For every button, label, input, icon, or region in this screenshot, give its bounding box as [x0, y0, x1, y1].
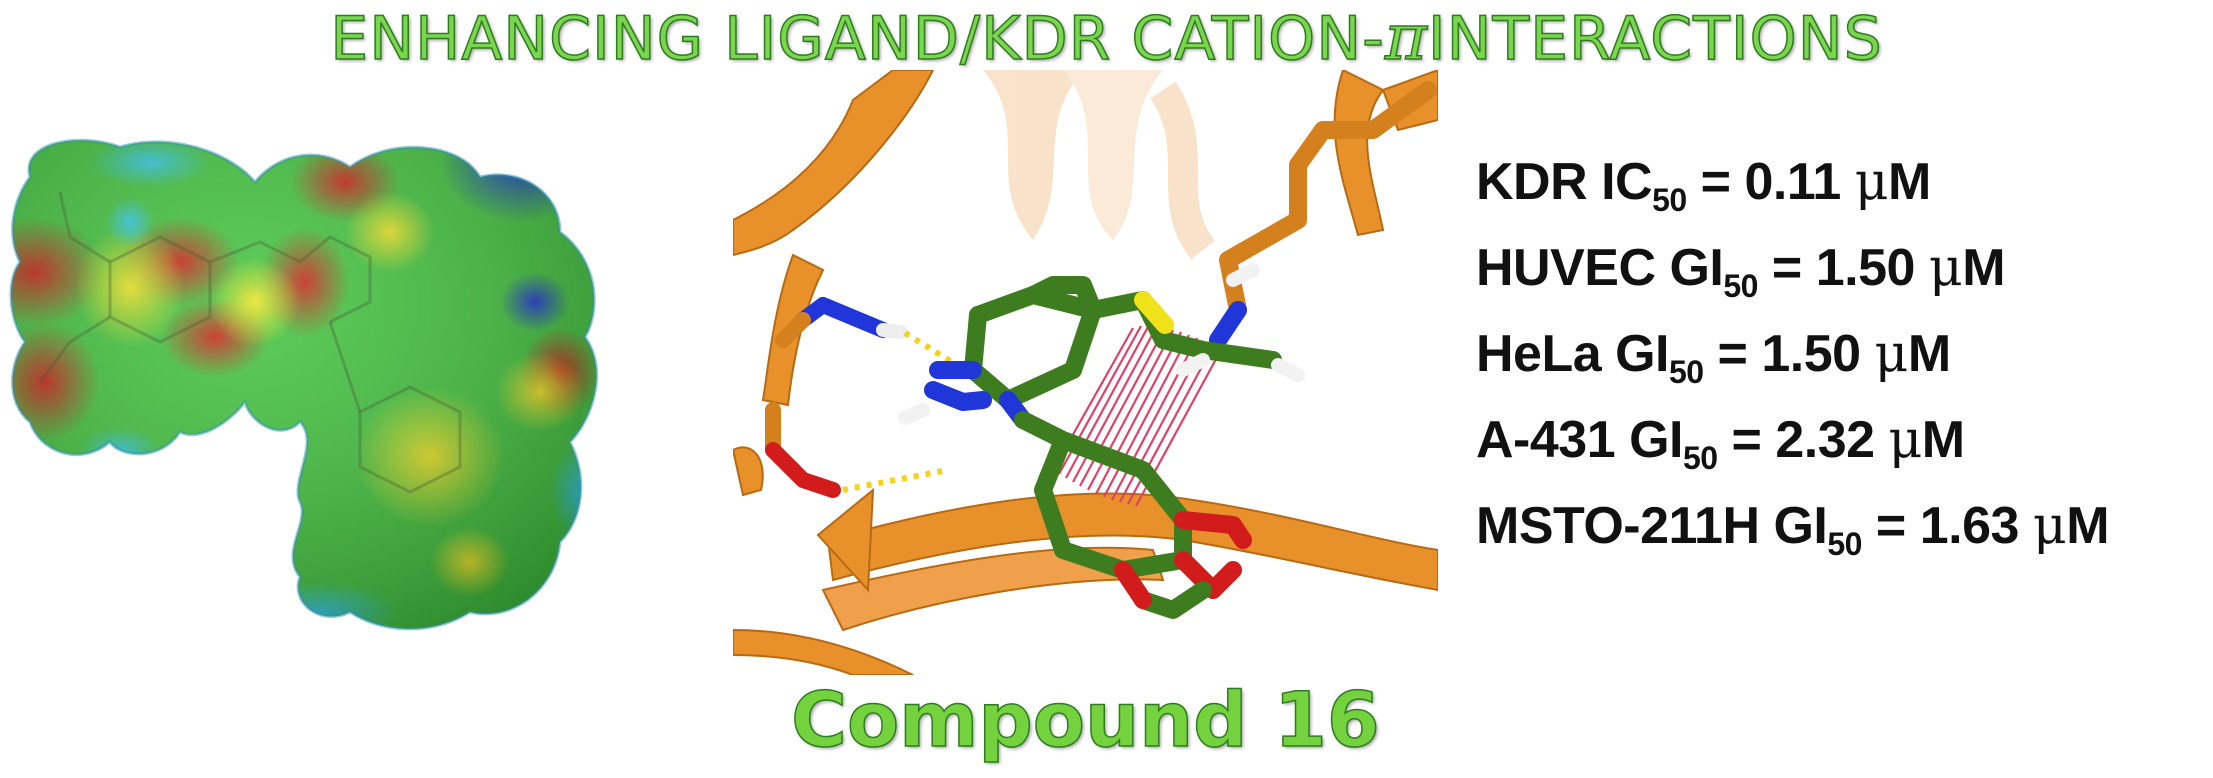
background-helices [983, 70, 1216, 260]
hydrogen-atoms [898, 263, 1305, 425]
title-main: ENHANCING LIGAND/KDR CATION- [330, 3, 1385, 75]
title-pi-symbol: π [1384, 1, 1428, 75]
title-tail: INTERACTIONS [1427, 3, 1883, 75]
left-residue-sticks [765, 297, 908, 498]
activity-kdr-ic50: KDR IC50 = 0.11 μM [1476, 152, 1931, 218]
activity-values: KDR IC50 = 0.11 μM HUVEC GI50 = 1.50 μM … [1476, 150, 2211, 580]
lysine-side-chain [1209, 81, 1437, 349]
esp-coloring [10, 140, 597, 629]
activity-huvec-gi50: HUVEC GI50 = 1.50 μM [1476, 238, 2006, 304]
esp-surface-panel [9, 138, 599, 631]
kdr-binding-pocket-panel [733, 70, 1438, 675]
compound-label: Compound 16 [790, 674, 1380, 765]
activity-msto211h-gi50: MSTO-211H GI50 = 1.63 μM [1476, 496, 2110, 562]
figure-title: ENHANCING LIGAND/KDR CATION-πINTERACTION… [0, 1, 2213, 75]
ligand-sticks [924, 276, 1282, 619]
activity-a431-gi50: A-431 GI50 = 2.32 μM [1476, 410, 1965, 476]
activity-hela-gi50: HeLa GI50 = 1.50 μM [1476, 324, 1951, 390]
